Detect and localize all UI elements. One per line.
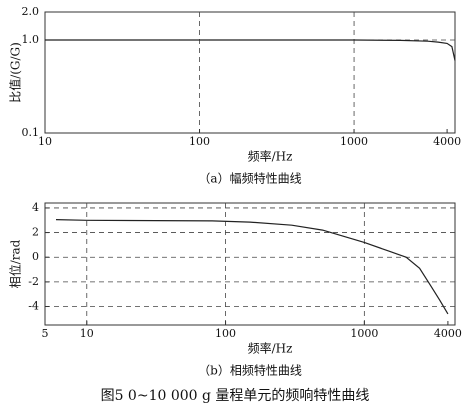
x-tick-label: 100 <box>215 327 236 340</box>
x-tick-label: 1000 <box>350 327 378 340</box>
x-tick-label: 10 <box>80 327 94 340</box>
y-tick-label: 4 <box>32 201 39 214</box>
y-axis-label: 比值/(G/G) <box>8 42 23 103</box>
x-axis-label: 频率/Hz <box>248 341 293 356</box>
x-axis-label: 频率/Hz <box>248 149 293 164</box>
y-tick-label: 1.0 <box>22 33 40 46</box>
data-line <box>55 219 449 315</box>
x-tick-label: 10 <box>38 135 52 148</box>
plot-frame <box>44 11 456 134</box>
y-tick-label: 2.0 <box>22 5 40 18</box>
y-tick-label: -2 <box>28 275 39 288</box>
y-axis-label: 相位/rad <box>8 239 23 288</box>
chart-caption: （a）幅频特性曲线 <box>198 171 301 186</box>
x-tick-label: 100 <box>189 135 210 148</box>
x-tick-label: 5 <box>42 327 49 340</box>
chart-caption: （b）相频特性曲线 <box>198 363 302 378</box>
y-tick-label: 2 <box>32 226 39 239</box>
y-tick-label: 0.1 <box>22 126 40 139</box>
x-tick-label: 1000 <box>340 135 368 148</box>
x-tick-label: 4000 <box>433 135 461 148</box>
y-tick-label: 0 <box>32 250 39 263</box>
y-tick-label: -4 <box>28 300 39 313</box>
plot-frame <box>44 202 456 326</box>
x-tick-label: 4000 <box>434 327 462 340</box>
data-line <box>45 39 456 61</box>
figure-caption: 图5 0~10 000 g 量程单元的频响特性曲线 <box>101 388 370 404</box>
